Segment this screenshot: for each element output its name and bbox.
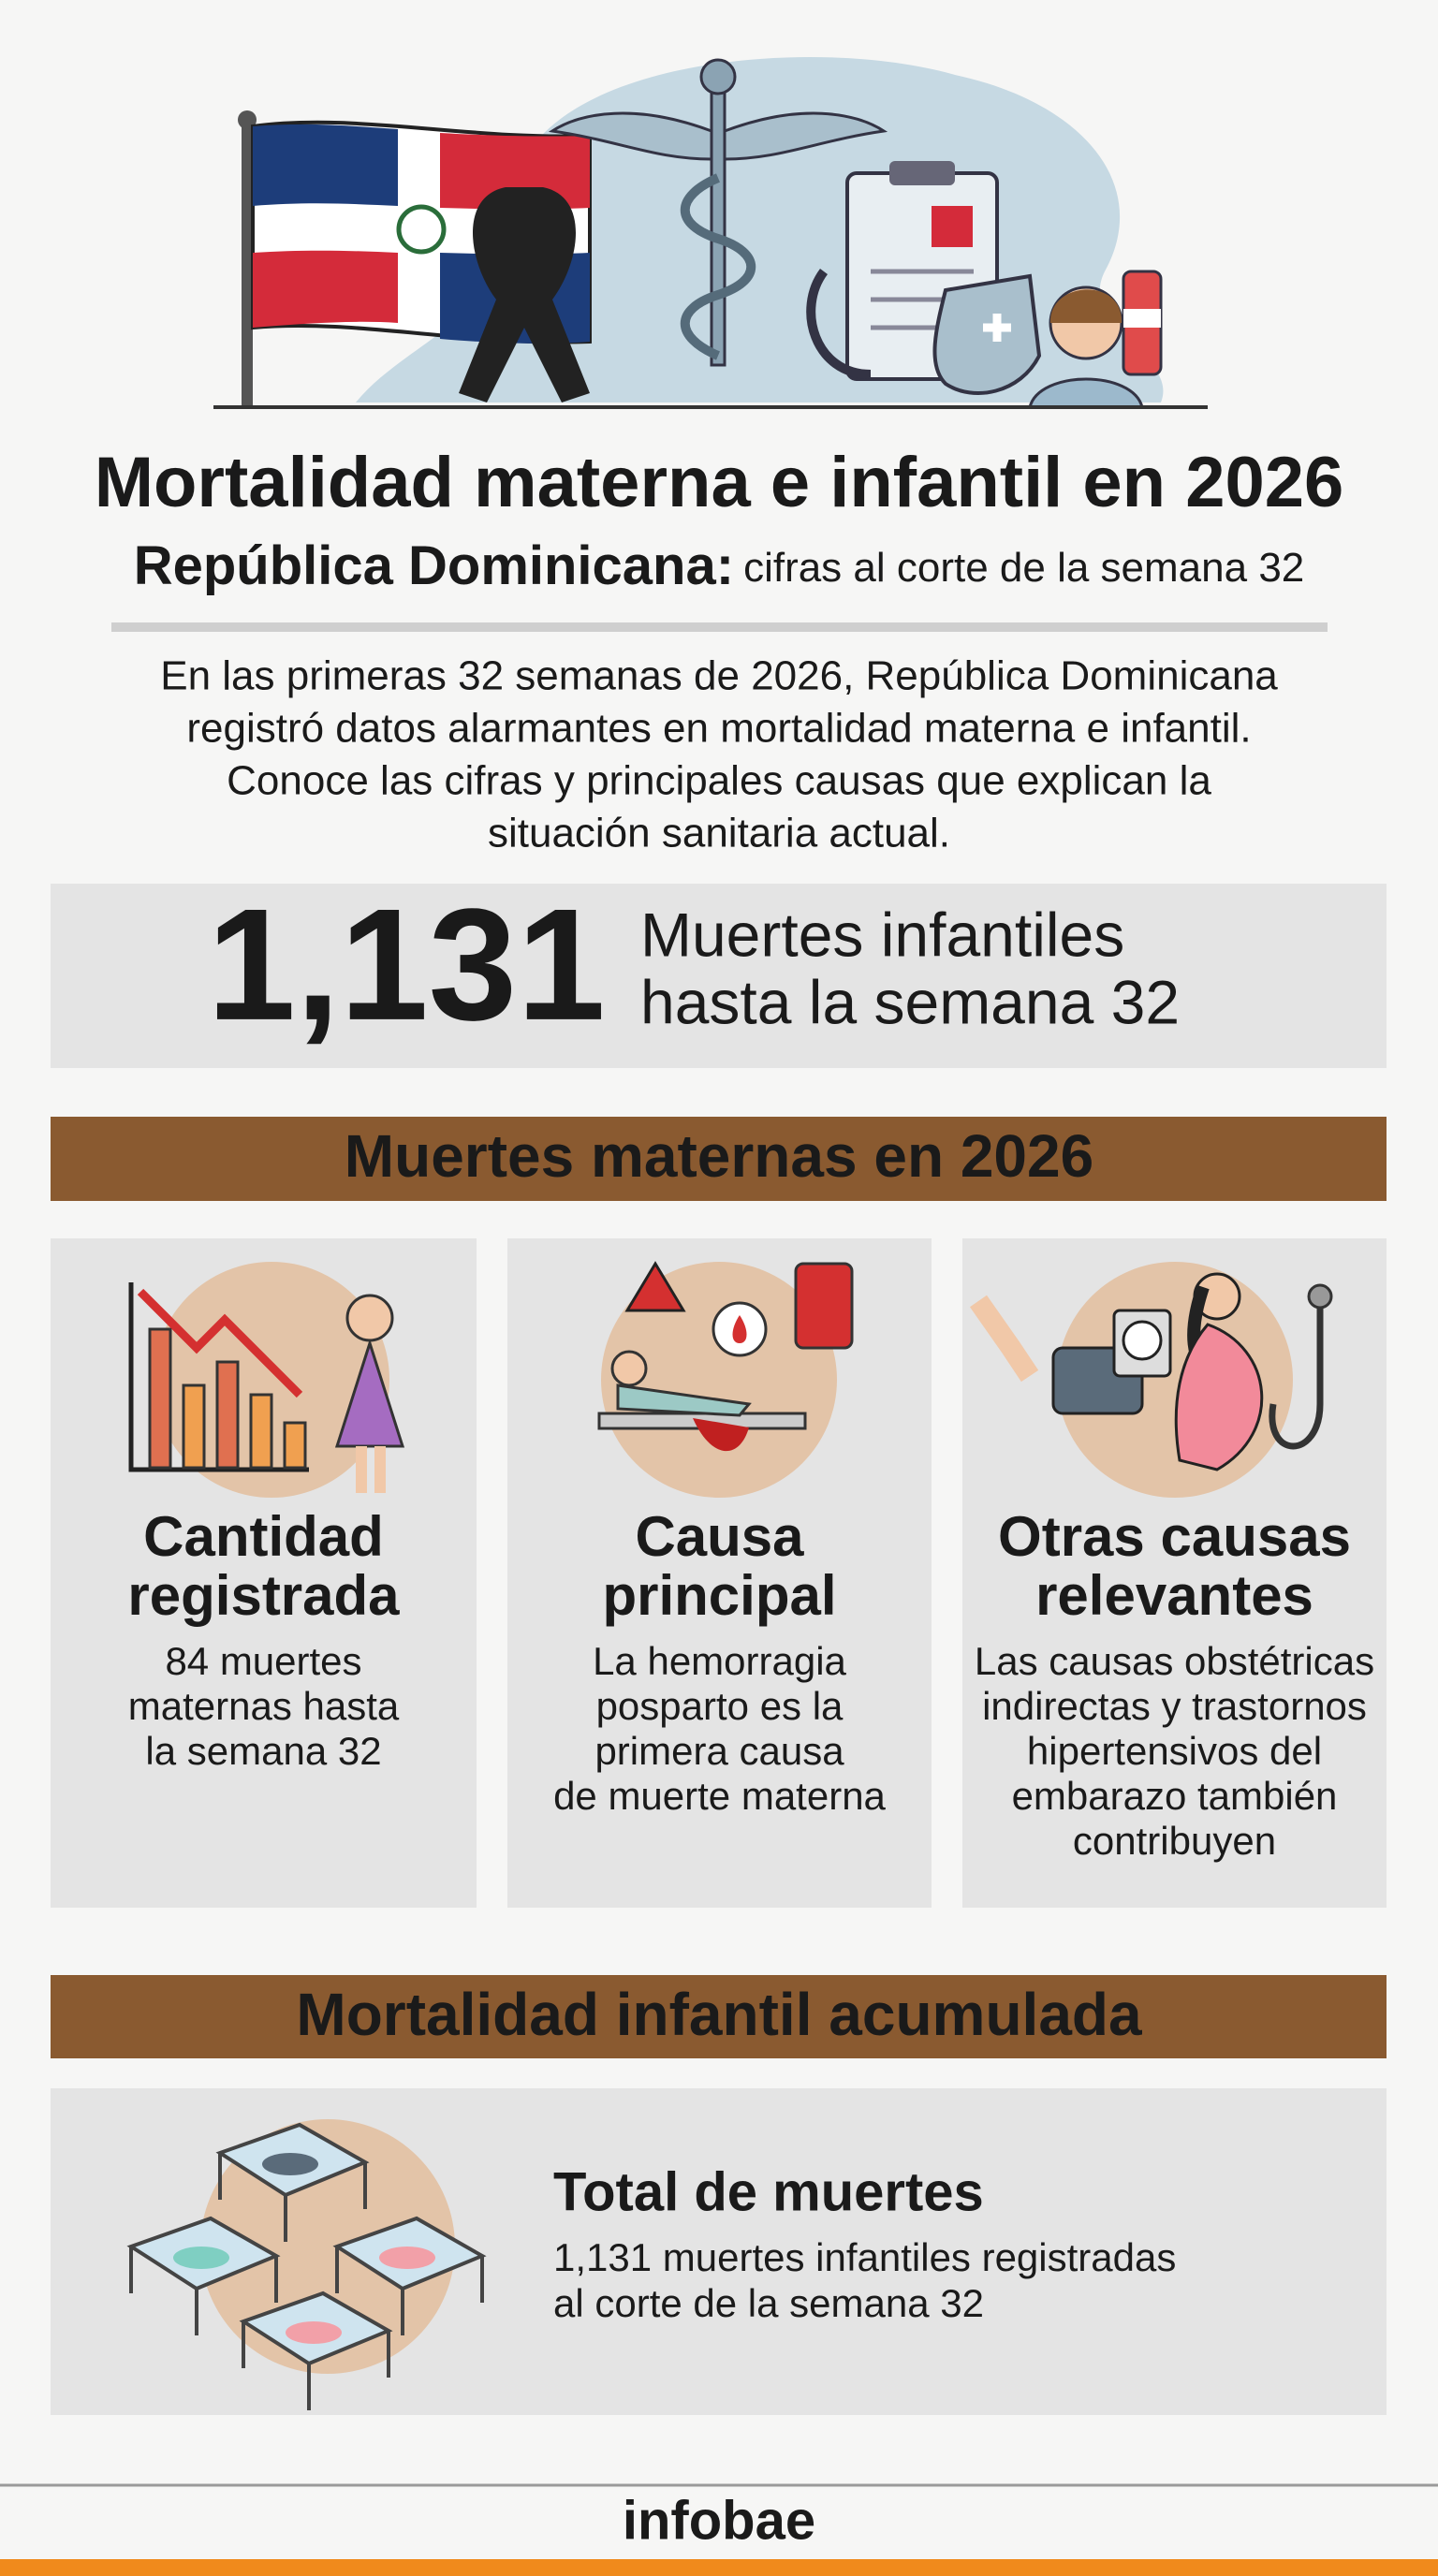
intro-line: registró datos alarmantes en mortalidad …: [186, 706, 1251, 752]
blood-pressure-icon: [969, 1262, 1333, 1498]
card-title: relevantes: [1035, 1564, 1313, 1627]
highlight-label: hasta la semana 32: [640, 967, 1180, 1036]
card-text: posparto es la: [596, 1684, 844, 1728]
intro-line: En las primeras 32 semanas de 2026, Repú…: [160, 653, 1278, 699]
card-text: hipertensivos del: [1027, 1729, 1322, 1773]
section-title: Mortalidad infantil acumulada: [296, 1981, 1142, 2048]
section-title: Muertes maternas en 2026: [345, 1122, 1093, 1190]
infant-card-text: al corte de la semana 32: [553, 2281, 984, 2325]
infant-card-title: Total de muertes: [553, 2161, 984, 2222]
card-text: maternas hasta: [128, 1684, 400, 1728]
card-text: contribuyen: [1073, 1819, 1276, 1863]
card-title: Causa: [635, 1505, 804, 1568]
hemorrhage-icon: [597, 1261, 854, 1498]
highlight-number: 1,131: [207, 876, 605, 1054]
chart-woman-icon: [128, 1262, 405, 1498]
title: Mortalidad materna e infantil en 2026: [95, 443, 1344, 522]
intro-line: situación sanitaria actual.: [488, 811, 950, 856]
card-text: La hemorragia: [593, 1639, 846, 1683]
subtitle: República Dominicana: cifras al corte de …: [134, 535, 1305, 596]
card-text: Las causas obstétricas: [975, 1639, 1374, 1683]
intro-line: Conoce las cifras y principales causas q…: [227, 758, 1211, 804]
card-title: principal: [602, 1564, 836, 1627]
subtitle-bold: República Dominicana:: [134, 535, 734, 596]
card-text: de muerte materna: [553, 1774, 886, 1818]
highlight-box: [51, 884, 1387, 1068]
section-bar: [51, 1117, 1387, 1201]
card-title: Cantidad: [143, 1505, 384, 1568]
subtitle-text: cifras al corte de la semana 32: [743, 545, 1304, 591]
header-illustration: [213, 56, 1208, 409]
card-text: embarazo también: [1012, 1774, 1338, 1818]
highlight-label: Muertes infantiles: [640, 900, 1124, 969]
card-text: primera causa: [594, 1729, 844, 1773]
card-title: registrada: [127, 1564, 400, 1627]
footer-strip: [0, 2559, 1438, 2576]
cribs-icon: [126, 2119, 487, 2410]
footer-brand: infobae: [623, 2490, 815, 2551]
card-text: la semana 32: [145, 1729, 381, 1773]
section-bar: [51, 1975, 1387, 2058]
card-text: indirectas y trastornos: [982, 1684, 1367, 1728]
card-text: 84 muertes: [165, 1639, 361, 1683]
card-title: Otras causas: [998, 1505, 1351, 1568]
infant-card-text: 1,131 muertes infantiles registradas: [553, 2235, 1176, 2279]
